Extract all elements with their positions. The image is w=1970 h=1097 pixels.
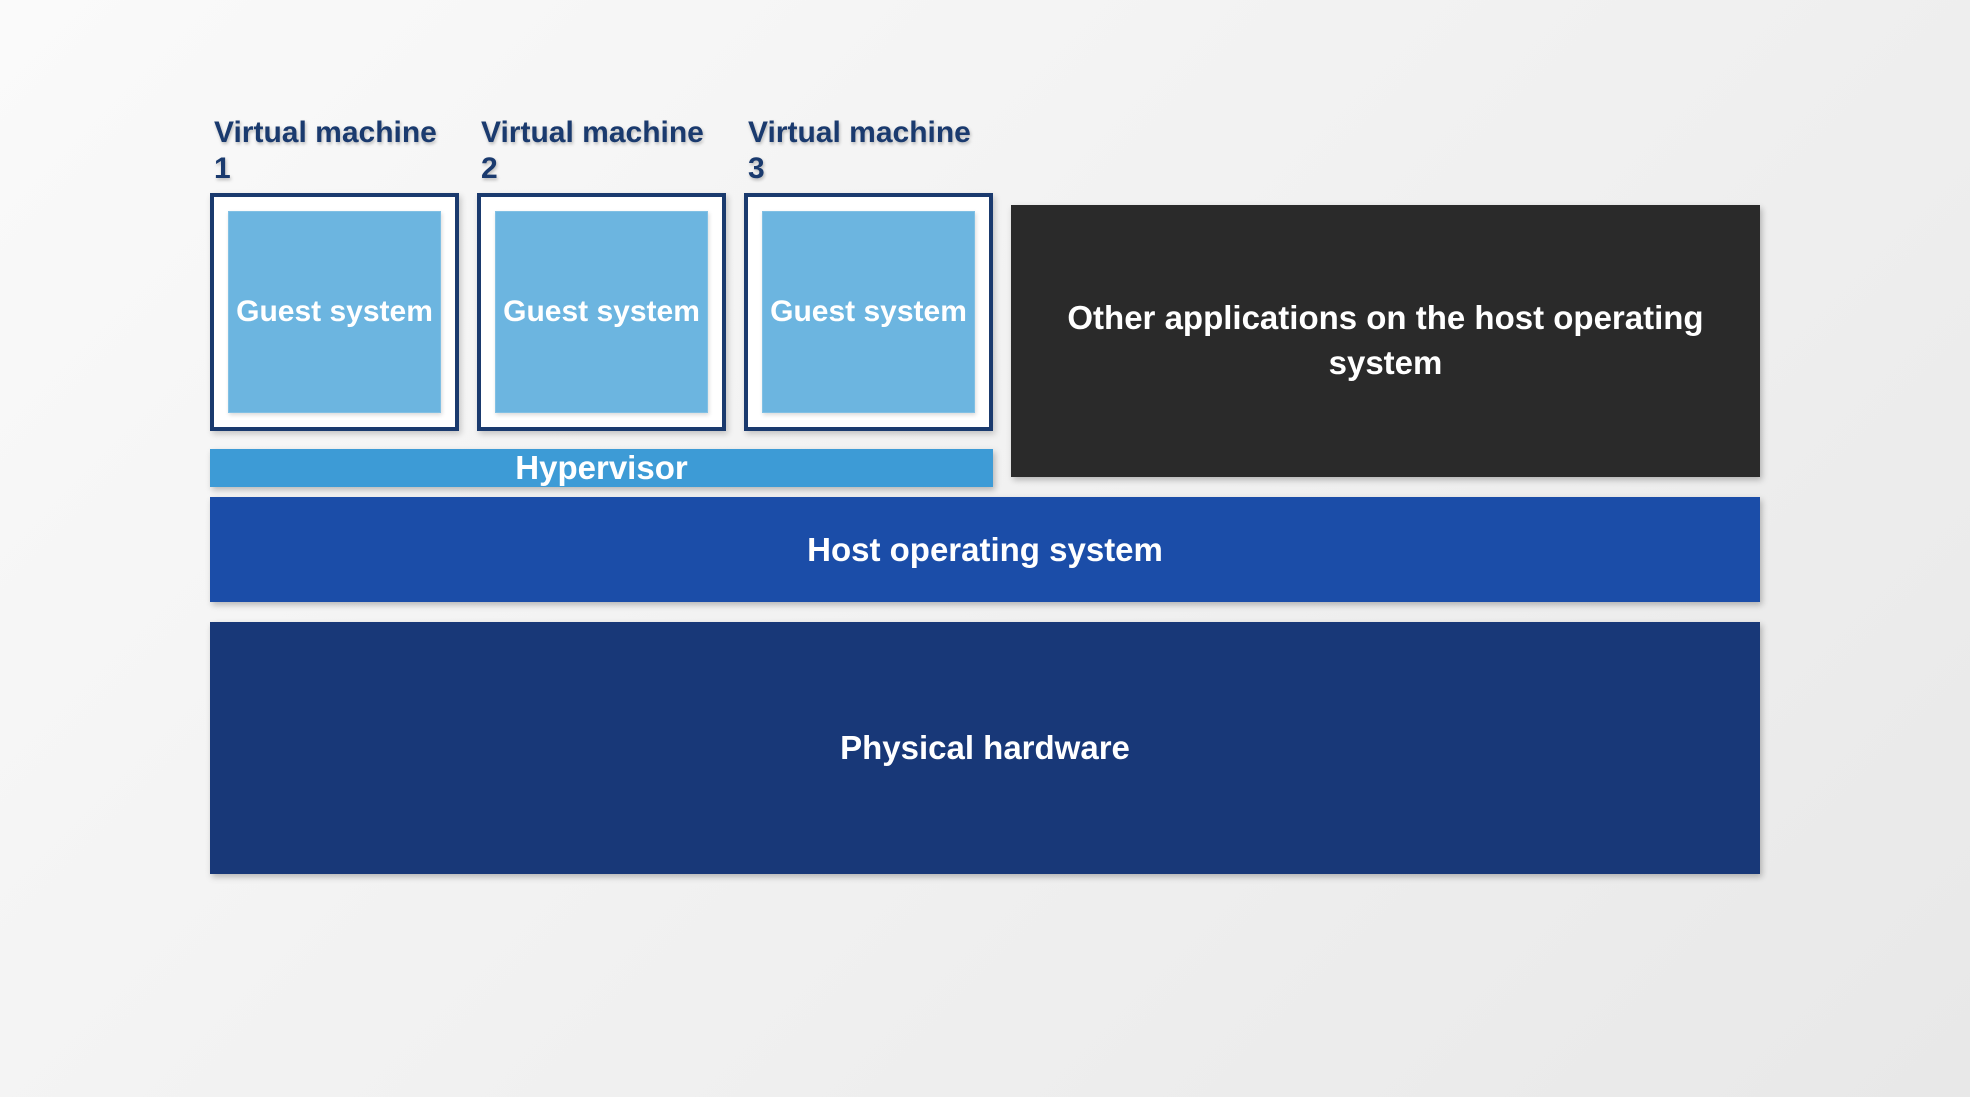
- guest-system-2: Guest system: [495, 211, 708, 413]
- physical-hardware-layer: Physical hardware: [210, 622, 1760, 874]
- vm-hypervisor-stack: Virtual machine 1 Virtual machine 2 Virt…: [210, 115, 993, 477]
- vm-box-2: Guest system: [477, 193, 726, 431]
- hypervisor-layer: Hypervisor: [210, 449, 993, 487]
- guest-system-1: Guest system: [228, 211, 441, 413]
- vm-label-3: Virtual machine 3: [744, 115, 993, 187]
- vm-box-1: Guest system: [210, 193, 459, 431]
- other-applications-layer: Other applications on the host operating…: [1011, 205, 1760, 477]
- vm-label-2: Virtual machine 2: [477, 115, 726, 187]
- vm-label-1: Virtual machine 1: [210, 115, 459, 187]
- vm-and-apps-row: Virtual machine 1 Virtual machine 2 Virt…: [210, 115, 1760, 477]
- vm-box-3: Guest system: [744, 193, 993, 431]
- vm-labels-row: Virtual machine 1 Virtual machine 2 Virt…: [210, 115, 993, 187]
- guest-system-3: Guest system: [762, 211, 975, 413]
- virtualization-architecture-diagram: Virtual machine 1 Virtual machine 2 Virt…: [210, 115, 1760, 874]
- vm-boxes-row: Guest system Guest system Guest system: [210, 193, 993, 431]
- host-os-layer: Host operating system: [210, 497, 1760, 602]
